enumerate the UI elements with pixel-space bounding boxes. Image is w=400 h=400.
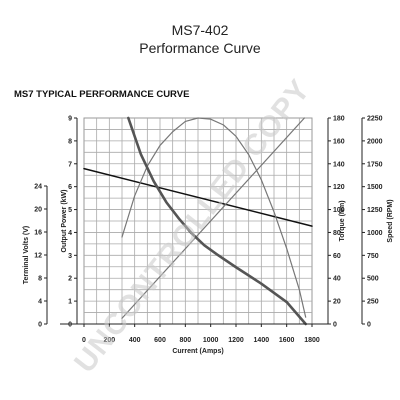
axis-volts-label: Terminal Volts (V) <box>23 226 30 284</box>
axis-power-tick-label: 7 <box>68 161 72 168</box>
axis-speed-tick-label: 2000 <box>367 138 383 145</box>
axis-power-tick-label: 3 <box>68 253 72 260</box>
x-axis-label: Current (Amps) <box>172 348 223 355</box>
x-tick-label: 200 <box>103 337 115 344</box>
axis-volts-tick-label: 8 <box>38 276 42 283</box>
axis-torque-tick-label: 20 <box>333 299 341 306</box>
axis-speed-tick-label: 0 <box>367 322 371 329</box>
axis-power-tick-label: 5 <box>68 207 72 214</box>
page-title: MS7-402 <box>171 22 229 38</box>
x-tick-label: 600 <box>154 337 166 344</box>
axis-torque-label: Torque (Nm) <box>339 200 346 241</box>
x-tick-label: 400 <box>129 337 141 344</box>
series-torque-line <box>121 117 305 319</box>
axis-power-tick-label: 4 <box>68 230 72 237</box>
axis-speed-tick-label: 1750 <box>367 161 383 168</box>
grid <box>83 117 313 325</box>
axis-volts-tick-label: 20 <box>34 207 42 214</box>
axis-volts-tick-label: 16 <box>34 230 42 237</box>
axis-power-tick-label: 0 <box>68 322 72 329</box>
axis-volts-tick-label: 4 <box>38 299 42 306</box>
series-speed-line <box>127 116 307 326</box>
axis-power-label: Output Power (kW) <box>61 190 68 253</box>
axis-torque-tick-label: 100 <box>333 207 345 214</box>
axis-torque-tick-label: 40 <box>333 276 341 283</box>
axis-speed-tick-label: 1250 <box>367 207 383 214</box>
axis-speed-tick-label: 750 <box>367 253 379 260</box>
series-layer <box>83 116 313 326</box>
axis-speed-tick-label: 250 <box>367 299 379 306</box>
axis-power-tick-label: 8 <box>68 138 72 145</box>
axis-speed-tick-label: 500 <box>367 276 379 283</box>
axis-power-tick-label: 9 <box>68 116 72 123</box>
axis-torque-tick-label: 60 <box>333 253 341 260</box>
x-tick-label: 1600 <box>279 337 295 344</box>
axis-power-tick-label: 1 <box>68 299 72 306</box>
x-tick-label: 1200 <box>228 337 244 344</box>
axis-power-tick-label: 6 <box>68 184 72 191</box>
axis-volts-tick-label: 12 <box>34 253 42 260</box>
axis-speed-label: Speed (RPM) <box>387 199 394 242</box>
x-tick-label: 1000 <box>203 337 219 344</box>
axis-torque-tick-label: 160 <box>333 138 345 145</box>
x-tick-label: 800 <box>179 337 191 344</box>
series-power-line <box>121 117 307 318</box>
axis-torque-tick-label: 120 <box>333 184 345 191</box>
axis-speed-tick-label: 1500 <box>367 184 383 191</box>
axis-torque-tick-label: 180 <box>333 116 345 123</box>
chart-title: MS7 TYPICAL PERFORMANCE CURVE <box>14 89 190 100</box>
axis-torque-tick-label: 140 <box>333 161 345 168</box>
axis-volts-tick-label: 24 <box>34 184 42 191</box>
axis-torque-tick-label: 80 <box>333 230 341 237</box>
x-tick-label: 0 <box>82 337 86 344</box>
series-volts-line <box>83 167 313 227</box>
axis-speed-tick-label: 2250 <box>367 116 383 123</box>
axis-torque-tick-label: 0 <box>333 322 337 329</box>
x-tick-label: 1800 <box>304 337 320 344</box>
axis-volts-tick-label: 0 <box>38 322 42 329</box>
x-tick-label: 1400 <box>254 337 270 344</box>
page-subtitle: Performance Curve <box>139 40 261 56</box>
axis-power-tick-label: 2 <box>68 276 72 283</box>
axes-layer: 0 200 400 600 800 1000 1200 1400 1600 1800Current… <box>23 116 394 356</box>
axis-speed-tick-label: 1000 <box>367 230 383 237</box>
